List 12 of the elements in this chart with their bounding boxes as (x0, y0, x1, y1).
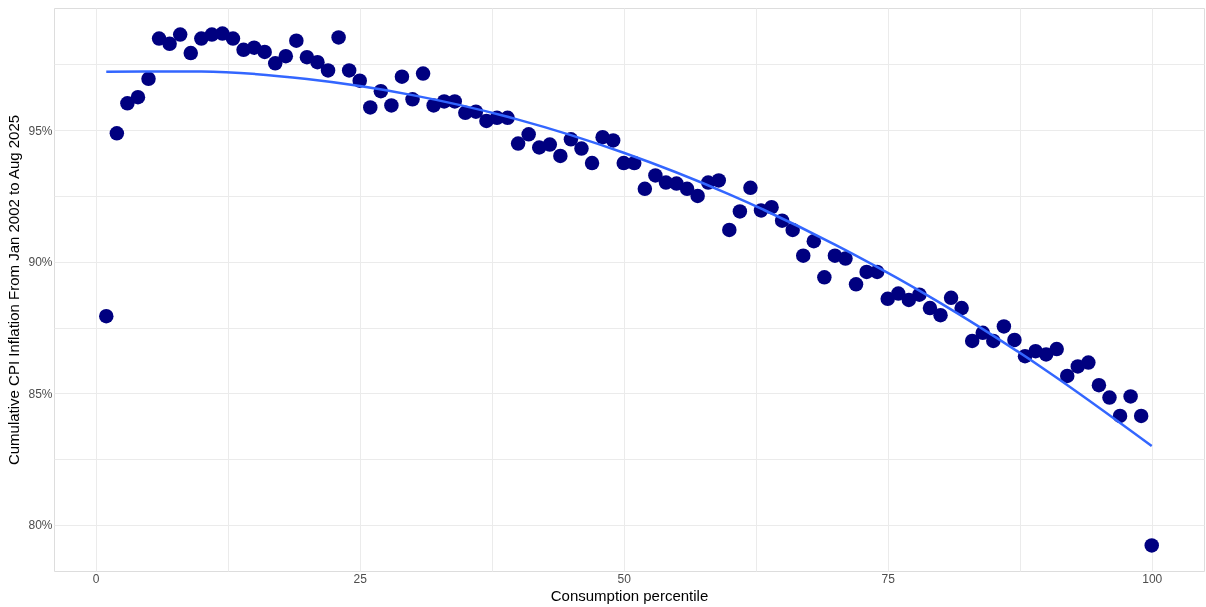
line-series (105, 70, 1153, 448)
x-tick-label: 75 (881, 571, 896, 586)
x-tick-label: 50 (617, 571, 632, 586)
y-tick-label: 85% (28, 386, 53, 401)
x-tick-label: 100 (1142, 571, 1163, 586)
x-axis-title: Consumption percentile (550, 586, 709, 604)
x-tick-label: 0 (92, 571, 100, 586)
x-tick-label: 25 (353, 571, 368, 586)
y-tick-label: 95% (28, 123, 53, 138)
y-tick-label: 80% (28, 518, 53, 533)
y-tick-label: 90% (28, 255, 53, 270)
y-axis-title: Cumulative CPI Inflation From Jan 2002 to Aug 2025 (5, 114, 23, 466)
